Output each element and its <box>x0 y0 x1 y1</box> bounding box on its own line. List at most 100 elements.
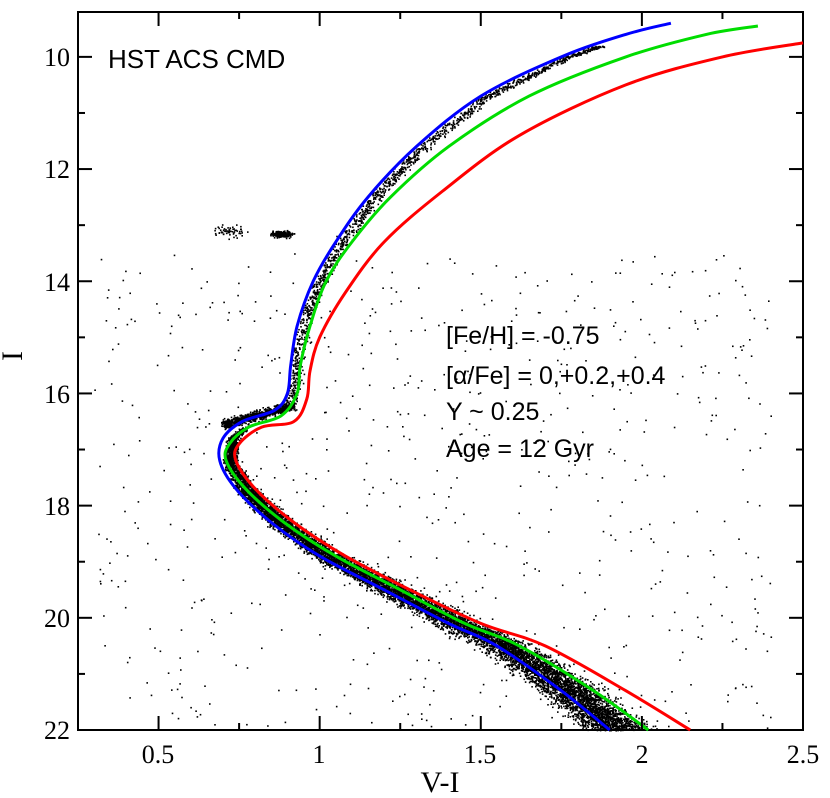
ms-star <box>517 655 520 657</box>
ms-star <box>584 703 586 705</box>
ms-star <box>249 506 251 509</box>
ms-star <box>583 670 586 672</box>
ms-star <box>431 618 433 621</box>
ms-star <box>587 716 589 718</box>
ms-star <box>518 672 521 675</box>
ms-star <box>519 675 522 677</box>
ms-star <box>620 717 623 720</box>
ms-star <box>612 719 614 722</box>
ms-star <box>487 635 489 637</box>
ms-star <box>559 664 561 667</box>
ms-star <box>344 566 347 568</box>
ms-star <box>491 630 494 633</box>
ms-star <box>575 708 577 711</box>
ms-star <box>526 672 529 675</box>
ms-star <box>231 478 233 480</box>
ms-star <box>624 724 627 727</box>
ms-star <box>398 594 400 597</box>
ms-star <box>598 683 600 686</box>
ms-star <box>627 718 630 720</box>
ms-star <box>546 689 549 692</box>
ms-star <box>507 645 510 648</box>
ms-star <box>513 667 515 670</box>
ms-star <box>488 642 490 645</box>
ms-star <box>354 570 357 572</box>
ms-star <box>606 704 608 706</box>
ms-star <box>629 721 632 723</box>
ms-star <box>589 686 592 688</box>
ms-star <box>518 649 521 652</box>
ms-star <box>300 523 303 526</box>
ms-star <box>586 714 589 717</box>
ms-star <box>608 696 610 699</box>
ms-star <box>595 705 597 708</box>
ms-star <box>481 627 484 630</box>
ms-star <box>547 685 549 688</box>
ms-star <box>501 632 503 635</box>
ms-star <box>317 548 319 551</box>
ms-star <box>574 709 576 712</box>
ms-star <box>534 677 536 679</box>
ms-star <box>445 626 447 628</box>
ms-star <box>588 723 590 726</box>
ms-star <box>558 663 560 665</box>
ms-star <box>319 549 322 551</box>
ms-star <box>563 665 565 668</box>
ms-star <box>486 648 488 651</box>
ms-star <box>484 640 486 643</box>
ms-star <box>590 685 593 688</box>
ms-star <box>599 706 602 708</box>
ms-star <box>502 653 505 656</box>
ms-star <box>595 722 598 724</box>
ms-star <box>463 633 466 636</box>
ms-star <box>329 563 332 566</box>
ms-star <box>614 719 616 721</box>
ms-star <box>320 561 323 563</box>
ms-star <box>553 689 555 691</box>
ms-star <box>562 698 565 701</box>
ms-star <box>571 688 573 691</box>
ms-star <box>282 526 284 529</box>
ms-star <box>561 674 563 677</box>
ms-star <box>417 601 420 604</box>
ms-star <box>487 628 490 631</box>
ms-star <box>326 548 328 550</box>
ms-star <box>598 706 600 709</box>
ms-star <box>483 645 485 647</box>
ms-star <box>293 537 296 539</box>
ms-star <box>285 526 287 529</box>
ms-star <box>266 521 269 523</box>
ms-star <box>238 435 241 438</box>
ms-star <box>499 657 502 659</box>
ms-star <box>456 610 459 612</box>
ms-star <box>558 698 560 701</box>
ms-star <box>236 474 239 477</box>
ms-star <box>498 637 500 640</box>
ms-star <box>582 695 585 697</box>
ms-star <box>328 556 331 558</box>
ms-star <box>530 676 532 678</box>
ms-star <box>568 712 570 714</box>
ms-star <box>587 709 590 711</box>
ms-star <box>615 724 617 726</box>
ms-star <box>442 614 445 617</box>
ms-star <box>582 722 584 725</box>
ms-star <box>469 623 472 625</box>
ms-star <box>381 577 383 580</box>
ms-star <box>371 590 374 592</box>
ms-star <box>548 670 550 673</box>
ms-star <box>334 566 336 569</box>
ms-star <box>554 702 556 705</box>
ms-star <box>527 669 530 671</box>
ms-star <box>387 575 390 578</box>
ms-star <box>299 547 302 550</box>
ms-star <box>570 711 573 714</box>
ms-star <box>435 604 438 606</box>
ms-star <box>577 729 579 731</box>
ms-star <box>303 550 306 553</box>
ms-star <box>493 646 496 648</box>
ms-star <box>245 470 247 472</box>
ms-star <box>591 699 593 701</box>
ms-star <box>225 468 227 471</box>
ms-star <box>432 616 435 619</box>
